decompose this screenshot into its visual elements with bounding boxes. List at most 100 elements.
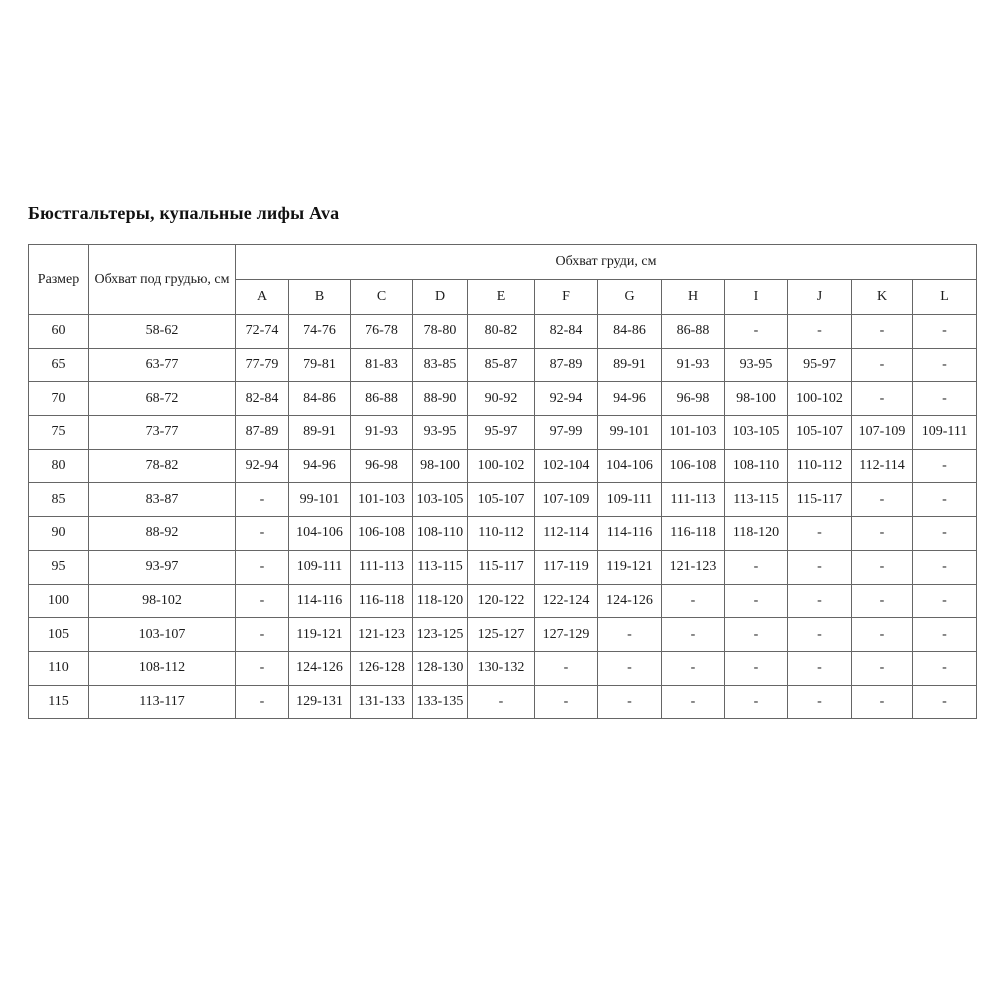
bust-group-header: Обхват груди, см (234, 244, 978, 280)
cup-range-cell: - (851, 314, 913, 349)
underbust-cell: 83-87 (88, 482, 236, 518)
underbust-cell: 78-82 (88, 448, 236, 484)
cup-range-cell: - (724, 314, 788, 349)
cup-range-cell: 119-121 (288, 617, 351, 652)
cup-range-cell: 128-130 (412, 650, 468, 686)
cup-range-cell: 86-88 (661, 314, 725, 349)
size-cell: 100 (28, 583, 89, 619)
cup-range-cell: - (787, 516, 852, 551)
cup-range-cell: 78-80 (412, 314, 468, 349)
cup-range-cell: - (911, 617, 978, 652)
underbust-cell: 58-62 (88, 314, 236, 349)
cup-range-cell: 109-111 (597, 482, 662, 518)
cup-range-cell: - (787, 617, 852, 652)
cup-range-cell: 97-99 (534, 415, 598, 450)
cup-range-cell: 106-108 (350, 516, 413, 551)
cup-range-cell: 87-89 (235, 415, 289, 450)
table-row-size-65: 65 63-77 77-79 79-81 81-83 83-85 85-87 87-89 89-… (28, 347, 978, 383)
cup-range-cell: - (467, 684, 535, 720)
cup-range-cell: 121-123 (350, 617, 413, 652)
cup-range-cell: - (911, 684, 978, 720)
underbust-cell: 113-117 (88, 684, 236, 720)
cup-range-cell: - (235, 549, 289, 585)
cup-range-cell: 82-84 (534, 314, 598, 349)
underbust-cell: 88-92 (88, 516, 236, 551)
size-cell: 85 (28, 482, 89, 518)
cup-range-cell: 99-101 (597, 415, 662, 450)
cup-range-cell: 79-81 (288, 347, 351, 383)
size-cell: 110 (28, 650, 89, 686)
cup-range-cell: 113-115 (724, 482, 788, 518)
cup-range-cell: 85-87 (467, 347, 535, 383)
cup-range-cell: 96-98 (661, 381, 725, 417)
cup-range-cell: 127-129 (534, 617, 598, 652)
cup-range-cell: 91-93 (350, 415, 413, 450)
cup-range-cell: 115-117 (467, 549, 535, 585)
underbust-cell: 73-77 (88, 415, 236, 450)
cup-column-header-h: H (661, 279, 725, 315)
cup-column-header-j: J (787, 279, 852, 315)
cup-range-cell: - (851, 516, 913, 551)
cup-range-cell: - (534, 684, 598, 720)
cup-range-cell: 112-114 (534, 516, 598, 551)
cup-range-cell: - (235, 684, 289, 720)
cup-column-header-e: E (467, 279, 535, 315)
cup-range-cell: 86-88 (350, 381, 413, 417)
cup-range-cell: - (597, 617, 662, 652)
cup-range-cell: - (724, 549, 788, 585)
cup-column-header-a: A (235, 279, 289, 315)
cup-range-cell: - (235, 650, 289, 686)
cup-range-cell: 118-120 (724, 516, 788, 551)
cup-range-cell: - (724, 617, 788, 652)
table-row-size-110: 110 108-112-124-126 126-128 128-130 130-132-… (28, 650, 978, 686)
cup-range-cell: 126-128 (350, 650, 413, 686)
cup-range-cell: 117-119 (534, 549, 598, 585)
size-cell: 95 (28, 549, 89, 585)
cup-range-cell: 105-107 (467, 482, 535, 518)
cup-range-cell: 104-106 (288, 516, 351, 551)
cup-column-header-g: G (597, 279, 662, 315)
cup-range-cell: 125-127 (467, 617, 535, 652)
cup-range-cell: 124-126 (288, 650, 351, 686)
cup-range-cell: - (851, 650, 913, 686)
cup-column-header-l: L (911, 279, 978, 315)
cup-range-cell: 72-74 (235, 314, 289, 349)
cup-range-cell: 107-109 (851, 415, 913, 450)
cup-range-cell: 106-108 (661, 448, 725, 484)
cup-range-cell: 100-102 (467, 448, 535, 484)
cup-range-cell: 111-113 (661, 482, 725, 518)
cup-range-cell: 84-86 (597, 314, 662, 349)
cup-range-cell: - (724, 684, 788, 720)
cup-range-cell: - (235, 482, 289, 518)
cup-range-cell: 77-79 (235, 347, 289, 383)
table-row-size-90: 90 88-92-104-106 106-108 108-110 110-112 112-… (28, 516, 978, 551)
cup-range-cell: 130-132 (467, 650, 535, 686)
cup-range-cell: 105-107 (787, 415, 852, 450)
size-cell: 105 (28, 617, 89, 652)
cup-range-cell: 101-103 (661, 415, 725, 450)
cup-range-cell: 80-82 (467, 314, 535, 349)
cup-range-cell: - (787, 549, 852, 585)
cup-range-cell: 101-103 (350, 482, 413, 518)
cup-range-cell: - (911, 583, 978, 619)
cup-range-cell: 110-112 (787, 448, 852, 484)
cup-range-cell: - (235, 516, 289, 551)
cup-column-header-k: K (851, 279, 913, 315)
cup-range-cell: 82-84 (235, 381, 289, 417)
cup-range-cell: 116-118 (661, 516, 725, 551)
cup-range-cell: 87-89 (534, 347, 598, 383)
size-cell: 65 (28, 347, 89, 383)
cup-range-cell: 116-118 (350, 583, 413, 619)
cup-range-cell: 119-121 (597, 549, 662, 585)
underbust-cell: 93-97 (88, 549, 236, 585)
cup-range-cell: 93-95 (412, 415, 468, 450)
cup-range-cell: 92-94 (235, 448, 289, 484)
cup-range-cell: 94-96 (288, 448, 351, 484)
cup-range-cell: - (597, 650, 662, 686)
cup-column-header-f: F (534, 279, 598, 315)
cup-column-header-c: C (350, 279, 413, 315)
size-chart-body: 60 58-62 72-74 74-76 76-78 78-80 80-82 82-84 84-… (28, 314, 978, 720)
cup-range-cell: 84-86 (288, 381, 351, 417)
underbust-cell: 103-107 (88, 617, 236, 652)
